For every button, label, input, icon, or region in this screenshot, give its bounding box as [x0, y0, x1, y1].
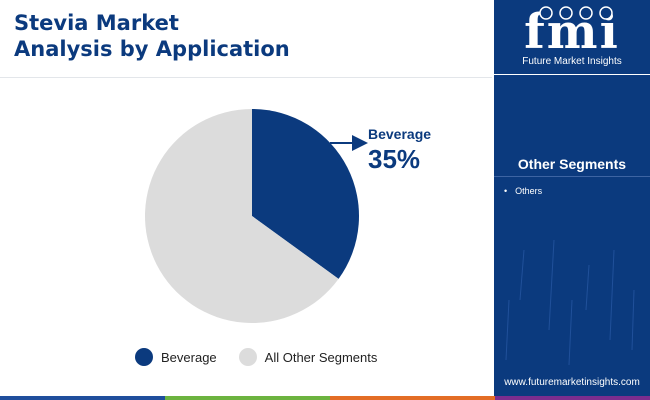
footer-bar-segment-1 [0, 396, 165, 400]
brand-caption: Future Market Insights [522, 56, 622, 67]
heading-divider [494, 176, 650, 177]
footer-url: www.futuremarketinsights.com [504, 377, 640, 388]
other-segments-heading: Other Segments [517, 156, 627, 172]
legend-item-other-segments: All Other Segments [238, 348, 378, 366]
page-title: Stevia Market Analysis by Application [14, 10, 290, 62]
footer-bar-segment-2 [165, 396, 330, 400]
pie-slice-all-other-segments [144, 109, 339, 323]
footer-bar-segment-4 [495, 396, 650, 400]
pie-slice-beverage [252, 109, 359, 279]
legend-swatch-beverage [135, 348, 153, 366]
legend-item-beverage: Beverage [135, 348, 217, 366]
pie-chart: Beverage 35% [144, 109, 431, 323]
callout-label: Beverage [368, 126, 431, 142]
callout-value: 35% [368, 144, 420, 174]
decorative-streaks [505, 239, 635, 366]
title-line-1: Stevia Market [14, 11, 179, 35]
segment-item-others: Others [504, 186, 542, 196]
legend-label-other-segments: All Other Segments [264, 349, 378, 365]
segment-list: Others [504, 186, 542, 196]
legend-swatch-other-segments [238, 348, 257, 366]
sidebar-panel: fmi Future Market Insights Other Segment… [494, 0, 650, 400]
footer-color-bar [0, 396, 650, 400]
footer-bar-segment-3 [330, 396, 495, 400]
title-divider [0, 77, 492, 78]
globe-icons [539, 6, 613, 20]
title-line-2: Analysis by Application [14, 37, 290, 61]
chart-legend: Beverage All Other Segments [135, 348, 399, 366]
logo-divider [494, 74, 650, 75]
legend-label-beverage: Beverage [161, 349, 217, 365]
